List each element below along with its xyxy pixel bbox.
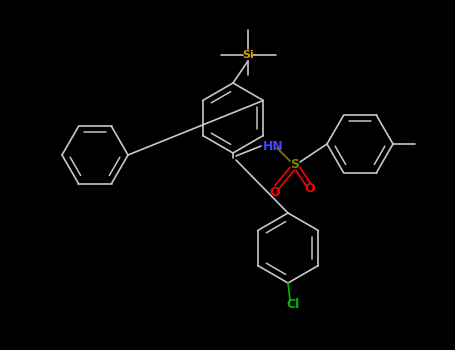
- Text: Si: Si: [242, 50, 254, 60]
- Text: O: O: [305, 182, 315, 196]
- Text: HN: HN: [263, 140, 284, 153]
- Text: Cl: Cl: [286, 299, 300, 312]
- Text: O: O: [270, 186, 280, 198]
- Text: S: S: [290, 158, 299, 170]
